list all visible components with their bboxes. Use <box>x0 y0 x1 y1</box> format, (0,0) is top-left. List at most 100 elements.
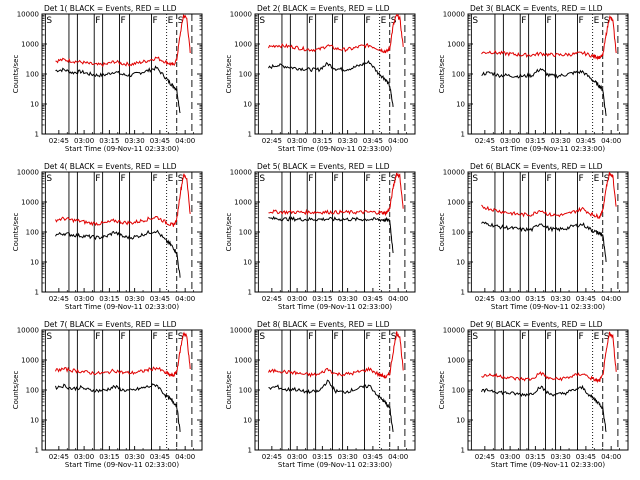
y-tick-label: 10 <box>243 417 252 425</box>
y-tick-label: 10000 <box>443 327 465 335</box>
marker-label: F <box>120 174 125 184</box>
x-tick-label: 03:45 <box>150 295 170 303</box>
x-tick-label: 03:15 <box>99 137 119 145</box>
marker-label: F <box>308 174 313 184</box>
marker-label: F <box>95 332 100 342</box>
x-tick-label: 02:45 <box>475 453 495 461</box>
y-tick-label: 10000 <box>17 327 39 335</box>
marker-label: F <box>95 16 100 26</box>
y-tick-label: 10000 <box>443 169 465 177</box>
y-tick-label: 10 <box>456 259 465 267</box>
x-tick-label: 02:45 <box>475 295 495 303</box>
panel-title: Det 3( BLACK = Events, RED = LLD <box>470 4 603 13</box>
y-tick-label: 10 <box>456 417 465 425</box>
y-tick-label: 1000 <box>21 41 39 49</box>
lld-series-line <box>268 331 404 380</box>
x-axis-label: Start Time (09-Nov-11 02:33:00) <box>65 461 179 469</box>
x-tick-label: 02:45 <box>475 137 495 145</box>
x-axis-label: Start Time (09-Nov-11 02:33:00) <box>491 145 605 153</box>
marker-label: F <box>152 174 157 184</box>
marker-label: S <box>178 332 184 342</box>
marker-label: F <box>333 16 338 26</box>
x-tick-label: 03:45 <box>576 453 596 461</box>
marker-label: S <box>46 174 52 184</box>
x-tick-label: 03:30 <box>551 453 571 461</box>
marker-label: F <box>120 16 125 26</box>
marker-label: F <box>152 16 157 26</box>
marker-label: E <box>168 16 174 26</box>
x-tick-label: 02:45 <box>49 137 69 145</box>
events-series-line <box>481 384 607 433</box>
x-tick-label: 03:15 <box>99 295 119 303</box>
x-tick-label: 04:00 <box>601 137 621 145</box>
marker-label: F <box>521 174 526 184</box>
x-tick-label: 03:45 <box>576 295 596 303</box>
marker-label: S <box>178 174 184 184</box>
events-series-line <box>268 60 394 107</box>
marker-label: S <box>46 332 52 342</box>
y-tick-label: 1000 <box>21 357 39 365</box>
marker-label: E <box>594 16 600 26</box>
x-axis-label: Start Time (09-Nov-11 02:33:00) <box>278 303 392 311</box>
panel-title: Det 8( BLACK = Events, RED = LLD <box>257 320 390 329</box>
y-tick-label: 1000 <box>447 41 465 49</box>
y-axis-label: Counts/sec <box>438 55 446 94</box>
lld-series-line <box>481 15 617 61</box>
x-tick-label: 04:00 <box>175 137 195 145</box>
x-tick-label: 03:00 <box>74 295 94 303</box>
y-tick-label: 1 <box>35 131 39 139</box>
x-tick-label: 03:00 <box>74 137 94 145</box>
x-axis-label: Start Time (09-Nov-11 02:33:00) <box>65 145 179 153</box>
x-tick-label: 04:00 <box>388 137 408 145</box>
lld-series-line <box>481 331 617 384</box>
lld-series-line <box>55 331 191 378</box>
x-tick-label: 02:45 <box>262 453 282 461</box>
x-axis-label: Start Time (09-Nov-11 02:33:00) <box>491 461 605 469</box>
marker-label: F <box>578 174 583 184</box>
marker-label: S <box>46 16 52 26</box>
y-tick-label: 1000 <box>447 199 465 207</box>
x-tick-label: 03:00 <box>287 137 307 145</box>
marker-label: F <box>365 16 370 26</box>
events-series-line <box>268 215 394 254</box>
x-tick-label: 03:15 <box>525 453 545 461</box>
lld-series-line <box>268 172 404 217</box>
y-tick-label: 1 <box>35 447 39 455</box>
y-axis-label: Counts/sec <box>12 55 20 94</box>
y-axis-label: Counts/sec <box>225 213 233 252</box>
events-series-line <box>55 229 181 278</box>
y-tick-label: 100 <box>239 71 252 79</box>
x-tick-label: 02:45 <box>49 453 69 461</box>
marker-label: S <box>391 332 397 342</box>
y-tick-label: 100 <box>26 71 39 79</box>
x-tick-label: 02:45 <box>49 295 69 303</box>
y-axis-label: Counts/sec <box>225 55 233 94</box>
y-tick-label: 1 <box>248 289 252 297</box>
y-tick-label: 10000 <box>230 327 252 335</box>
x-tick-label: 03:45 <box>150 453 170 461</box>
marker-label: S <box>391 174 397 184</box>
events-series-line <box>481 221 607 263</box>
marker-label: F <box>578 332 583 342</box>
x-tick-label: 03:30 <box>125 295 145 303</box>
y-tick-label: 1000 <box>234 357 252 365</box>
marker-label: E <box>381 174 387 184</box>
marker-label: F <box>308 332 313 342</box>
y-tick-label: 10 <box>243 259 252 267</box>
marker-label: F <box>333 174 338 184</box>
panel-title: Det 7( BLACK = Events, RED = LLD <box>44 320 177 329</box>
marker-label: F <box>546 332 551 342</box>
x-tick-label: 04:00 <box>601 453 621 461</box>
y-tick-label: 1000 <box>21 199 39 207</box>
marker-label: F <box>152 332 157 342</box>
marker-label: E <box>168 332 174 342</box>
x-tick-label: 03:45 <box>363 295 383 303</box>
marker-label: F <box>308 16 313 26</box>
x-tick-label: 03:30 <box>551 137 571 145</box>
marker-label: S <box>391 16 397 26</box>
panel-title: Det 9( BLACK = Events, RED = LLD <box>470 320 603 329</box>
y-tick-label: 10 <box>30 259 39 267</box>
y-tick-label: 1 <box>461 289 465 297</box>
